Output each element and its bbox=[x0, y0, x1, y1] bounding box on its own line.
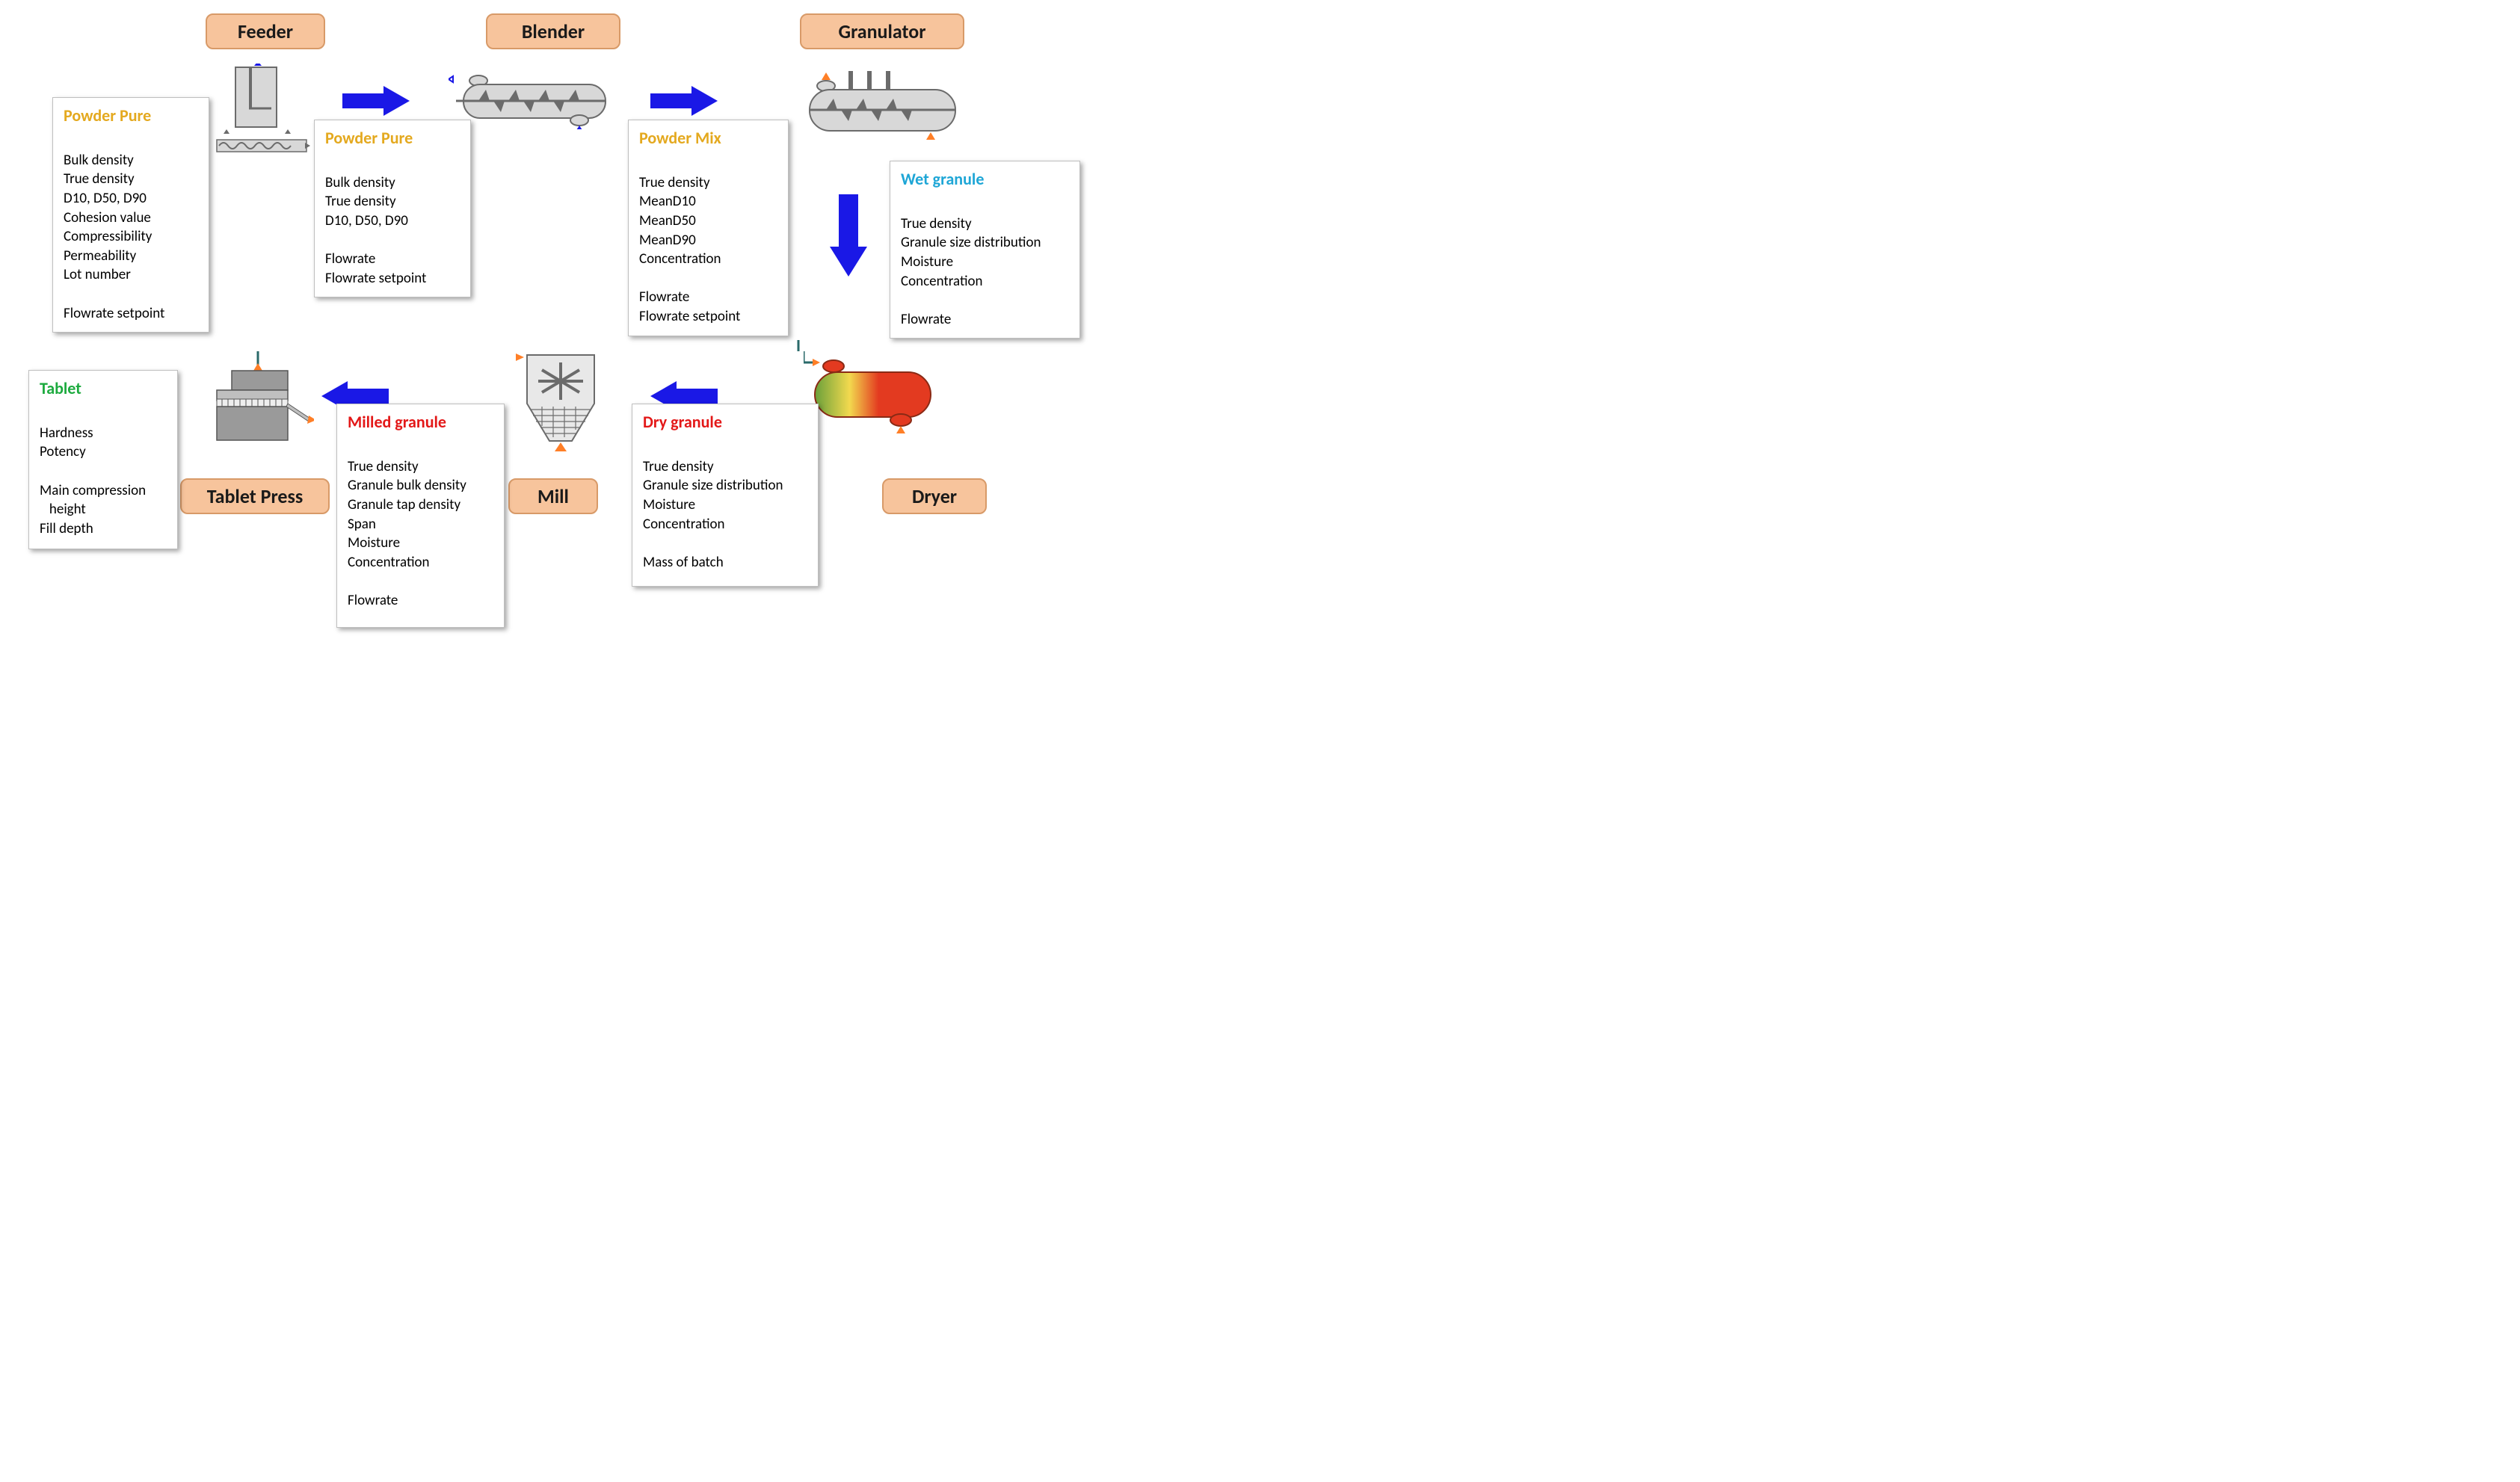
panel-line: Moisture bbox=[901, 253, 1069, 272]
panel-line bbox=[643, 438, 807, 457]
panel-line: Potency bbox=[40, 442, 167, 462]
panel-line: Moisture bbox=[643, 495, 807, 515]
panel-line bbox=[348, 572, 493, 591]
panel-line bbox=[901, 195, 1069, 214]
stage-label-text: Tablet Press bbox=[207, 484, 304, 508]
panel-line: height bbox=[40, 500, 167, 519]
arrow-feeder-blender-icon bbox=[342, 86, 410, 120]
stage-label-text: Blender bbox=[522, 19, 585, 43]
panel-line bbox=[64, 285, 198, 304]
connector-granulator-dryer-icon bbox=[792, 340, 807, 363]
panel-title: Tablet bbox=[40, 378, 167, 398]
panel-line bbox=[643, 534, 807, 553]
panel-line: Flowrate bbox=[348, 591, 493, 611]
panel-line: Granule tap density bbox=[348, 495, 493, 515]
arrow-granulator-dryer-icon bbox=[830, 194, 867, 281]
arrow-blender-granulator-icon bbox=[650, 86, 718, 120]
panel-title: Powder Pure bbox=[64, 105, 198, 126]
panel-powder-pure-1: Powder Pure Bulk densityTrue densityD10,… bbox=[52, 97, 209, 333]
panel-line: Concentration bbox=[348, 553, 493, 572]
panel-line: Flowrate bbox=[325, 250, 460, 269]
panel-powder-pure-2: Powder Pure Bulk densityTrue densityD10,… bbox=[314, 120, 471, 297]
stage-granulator: Granulator bbox=[800, 13, 964, 49]
panel-line: Flowrate setpoint bbox=[64, 304, 198, 324]
panel-line: Moisture bbox=[348, 534, 493, 553]
panel-line: Lot number bbox=[64, 265, 198, 285]
panel-title: Wet granule bbox=[901, 169, 1069, 189]
panel-line: MeanD50 bbox=[639, 212, 777, 231]
panel-line: Concentration bbox=[639, 250, 777, 269]
panel-line: Flowrate setpoint bbox=[639, 307, 777, 327]
panel-line: Permeability bbox=[64, 247, 198, 266]
panel-line bbox=[40, 404, 167, 424]
panel-line: True density bbox=[348, 457, 493, 477]
panel-line: Hardness bbox=[40, 424, 167, 443]
panel-line: Granule size distribution bbox=[901, 233, 1069, 253]
stage-blender: Blender bbox=[486, 13, 620, 49]
stage-feeder: Feeder bbox=[206, 13, 325, 49]
stage-label-text: Mill bbox=[537, 484, 569, 508]
panel-title: Milled granule bbox=[348, 412, 493, 432]
panel-milled-granule: Milled granule True densityGranule bulk … bbox=[336, 404, 505, 628]
panel-line: Concentration bbox=[643, 515, 807, 534]
panel-line bbox=[901, 291, 1069, 310]
panel-line: Bulk density bbox=[64, 151, 198, 170]
stage-mill: Mill bbox=[508, 478, 598, 514]
stage-label-text: Granulator bbox=[839, 19, 926, 43]
panel-line: Granule bulk density bbox=[348, 476, 493, 495]
panel-line bbox=[348, 438, 493, 457]
stage-tablet-press: Tablet Press bbox=[180, 478, 330, 514]
panel-line: Flowrate bbox=[639, 288, 777, 307]
panel-line: Concentration bbox=[901, 272, 1069, 291]
panel-line: Span bbox=[348, 515, 493, 534]
panel-dry-granule: Dry granule True densityGranule size dis… bbox=[632, 404, 819, 587]
panel-line: Granule size distribution bbox=[643, 476, 807, 495]
panel-line: True density bbox=[639, 173, 777, 193]
panel-wet-granule: Wet granule True densityGranule size dis… bbox=[890, 161, 1080, 339]
panel-line: Flowrate bbox=[901, 310, 1069, 330]
tablet-press-icon bbox=[213, 351, 314, 453]
stage-label-text: Dryer bbox=[912, 484, 957, 508]
panel-line: Bulk density bbox=[325, 173, 460, 193]
panel-line: Main compression bbox=[40, 481, 167, 501]
panel-line: D10, D50, D90 bbox=[325, 212, 460, 231]
feeder-icon bbox=[213, 64, 310, 165]
panel-line bbox=[325, 154, 460, 173]
mill-icon bbox=[512, 351, 602, 464]
panel-line bbox=[64, 132, 198, 151]
panel-line: D10, D50, D90 bbox=[64, 189, 198, 209]
panel-tablet: Tablet HardnessPotency Main compression … bbox=[28, 370, 178, 549]
panel-line bbox=[639, 269, 777, 288]
panel-line bbox=[40, 462, 167, 481]
panel-line: MeanD10 bbox=[639, 192, 777, 212]
stage-label-text: Feeder bbox=[238, 19, 293, 43]
panel-title: Dry granule bbox=[643, 412, 807, 432]
panel-line: True density bbox=[64, 170, 198, 189]
panel-line: True density bbox=[325, 192, 460, 212]
panel-line bbox=[639, 154, 777, 173]
flow-diagram: Feeder Blender Granulator Tablet Press M… bbox=[0, 0, 1110, 652]
panel-line: Flowrate setpoint bbox=[325, 269, 460, 288]
panel-title: Powder Mix bbox=[639, 128, 777, 148]
panel-line: True density bbox=[901, 214, 1069, 234]
panel-title: Powder Pure bbox=[325, 128, 460, 148]
panel-line: Compressibility bbox=[64, 227, 198, 247]
panel-line: Mass of batch bbox=[643, 553, 807, 572]
stage-dryer: Dryer bbox=[882, 478, 987, 514]
blender-icon bbox=[449, 73, 617, 134]
granulator-icon bbox=[804, 71, 961, 150]
panel-line: Fill depth bbox=[40, 519, 167, 539]
dryer-icon bbox=[804, 351, 938, 445]
panel-line: MeanD90 bbox=[639, 231, 777, 250]
panel-line bbox=[325, 231, 460, 250]
panel-line: Cohesion value bbox=[64, 209, 198, 228]
panel-line: True density bbox=[643, 457, 807, 477]
panel-powder-mix: Powder Mix True densityMeanD10MeanD50Mea… bbox=[628, 120, 789, 336]
